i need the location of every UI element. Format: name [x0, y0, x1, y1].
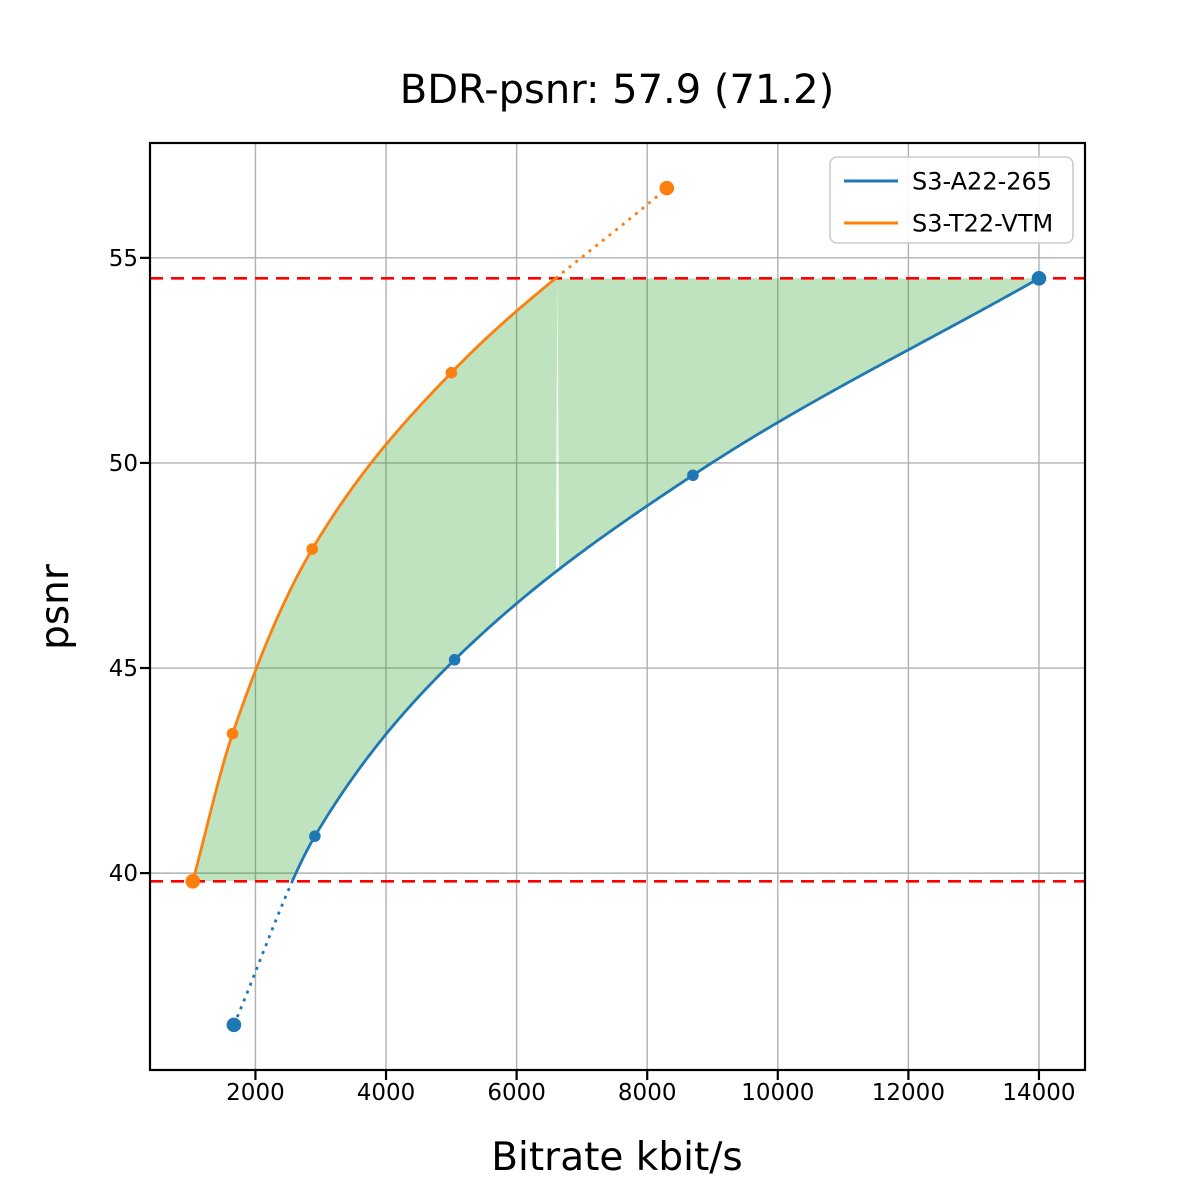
- data-point-marker: [309, 830, 321, 842]
- y-tick-label: 50: [109, 451, 138, 477]
- data-point-marker: [659, 180, 675, 196]
- data-point-marker: [687, 469, 699, 482]
- rd-curve-S3-A22-265: [290, 277, 1040, 882]
- x-tick-label: 10000: [741, 1080, 814, 1106]
- x-tick-label: 14000: [1002, 1080, 1075, 1106]
- grid: [150, 143, 1085, 1070]
- data-point-marker: [306, 543, 319, 555]
- legend-item-label: S3-T22-VTM: [912, 210, 1053, 238]
- x-tick-label: 2000: [226, 1080, 285, 1106]
- axes-frame: [148, 141, 1087, 1072]
- data-point-marker: [445, 366, 458, 379]
- y-tick-label: 40: [109, 861, 138, 887]
- y-tick-label: 45: [109, 656, 138, 682]
- data-point-marker: [226, 1017, 242, 1033]
- plot-frame: [148, 141, 1087, 1072]
- legend-item-label: S3-A22-265: [912, 168, 1052, 196]
- rd-curves: [185, 180, 1047, 1033]
- x-axis-label: Bitrate kbit/s: [491, 1135, 742, 1180]
- rd-curve-extrapolated-S3-A22-265: [232, 880, 294, 1026]
- data-point-marker: [448, 654, 461, 666]
- data-point-marker: [185, 874, 201, 889]
- x-tick-label: 4000: [357, 1080, 416, 1106]
- legend: S3-A22-265 S3-T22-VTM: [829, 156, 1074, 244]
- x-tick-label: 6000: [487, 1080, 546, 1106]
- bd-shaded-region: [192, 278, 1039, 882]
- axis-ticks: 2000 4000 6000 8000 10000 12000 14000 40 45 50 55: [109, 246, 1076, 1106]
- x-tick-label: 12000: [872, 1080, 945, 1106]
- chart-title: BDR-psnr: 57.9 (71.2): [400, 67, 834, 113]
- rd-curve-extrapolated-S3-T22-VTM: [554, 187, 668, 280]
- y-axis-label: psnr: [33, 563, 78, 650]
- rd-curve-S3-T22-VTM: [191, 277, 557, 882]
- overlap-bound-lines: [150, 277, 1085, 883]
- y-tick-label: 55: [109, 246, 138, 272]
- data-point-marker: [226, 727, 239, 740]
- data-point-marker: [1031, 271, 1047, 286]
- x-tick-label: 8000: [618, 1080, 677, 1106]
- bd-area-fill: [192, 278, 1039, 882]
